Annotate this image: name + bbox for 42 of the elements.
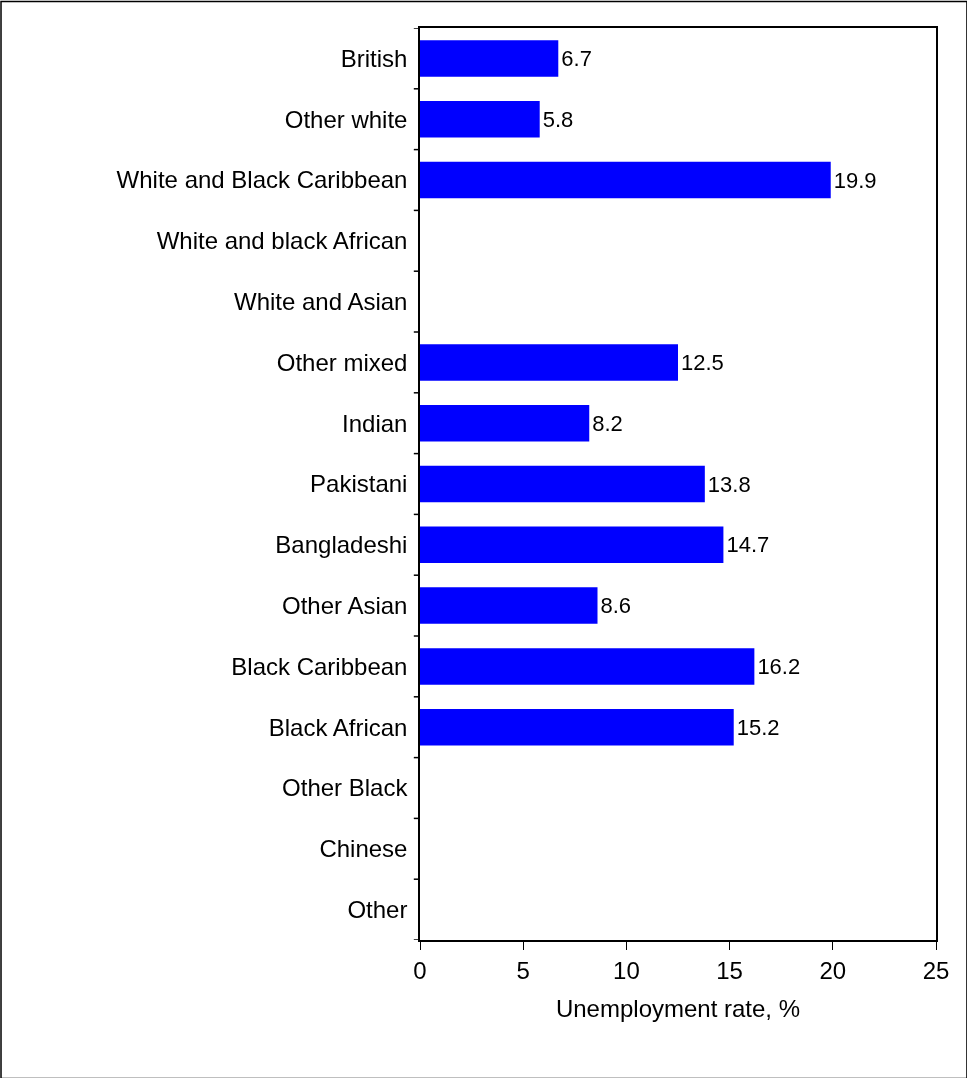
bar [420,40,559,77]
x-tick-label: 10 [613,956,640,984]
bar [420,465,705,503]
y-tick-label: Pakistani [310,470,408,498]
y-tick-label: Other [347,896,408,923]
y-tick-label: Black African [268,713,408,741]
data-label: 19.9 [833,167,877,193]
x-tick-label: 25 [922,956,950,984]
y-tick-label: British [340,44,408,72]
data-label: 15.2 [736,714,780,740]
y-tick-label: Chinese [319,835,408,863]
y-tick-label: White and Black Caribbean [116,166,408,194]
bar [420,587,598,624]
x-tick-label: 20 [819,956,847,984]
y-tick-label: Indian [342,409,408,437]
data-label: 5.8 [542,106,574,132]
y-tick-label: Other white [284,105,408,133]
y-tick-label: Other mixed [276,348,408,376]
bar [420,161,831,199]
data-label: 16.2 [757,653,801,679]
data-label: 6.7 [561,45,592,71]
x-axis-title: Unemployment rate, % [555,995,801,1023]
y-tick-label: Bangladeshi [275,531,408,559]
x-tick-label: 0 [413,956,427,984]
y-tick-label: Other Black [282,774,409,802]
data-label: 8.2 [592,410,623,436]
data-label: 13.8 [707,471,751,497]
bar [420,648,755,685]
y-tick-label: White and Asian [234,288,408,315]
bar [420,404,590,442]
data-label: 14.7 [726,532,770,558]
y-tick-label: White and black African [156,227,408,255]
bar [420,526,724,564]
x-tick-label: 5 [516,956,530,984]
bar [420,100,540,138]
bar [420,344,678,381]
y-tick-label: Black Caribbean [231,652,408,680]
x-tick-label: 15 [716,956,743,984]
data-label: 8.6 [600,593,632,619]
data-label: 12.5 [681,349,724,375]
bar [420,708,734,746]
y-tick-label: Other Asian [282,592,408,619]
